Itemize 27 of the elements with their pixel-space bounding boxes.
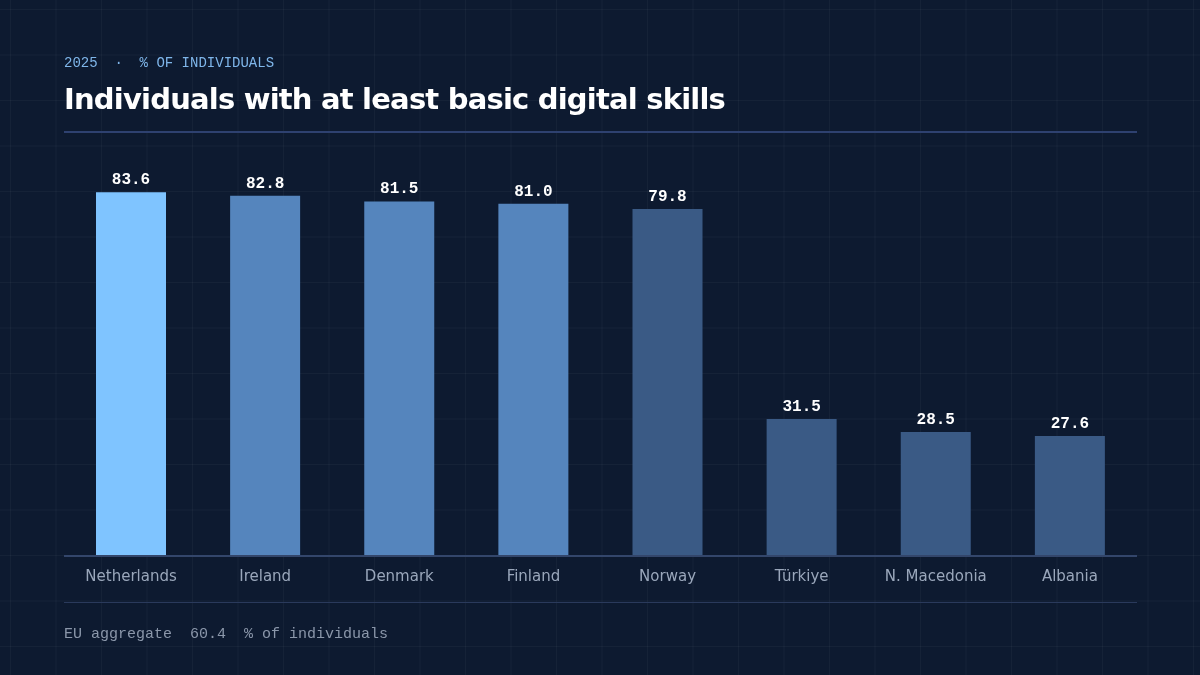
data-label: 82.8 bbox=[245, 174, 285, 193]
x-tick-label: Norway bbox=[639, 566, 697, 585]
x-tick-label: Albania bbox=[1041, 566, 1098, 585]
x-tick-label: Türkiye bbox=[773, 566, 829, 585]
bar bbox=[96, 192, 166, 556]
x-tick-label: Ireland bbox=[239, 566, 292, 585]
x-tick-label: Denmark bbox=[364, 566, 435, 585]
text: EU aggregate 60.4 % of individuals bbox=[64, 626, 389, 643]
bar bbox=[498, 203, 569, 556]
bar bbox=[230, 195, 301, 556]
data-label: 31.5 bbox=[782, 397, 821, 416]
data-label: 27.6 bbox=[1050, 414, 1090, 433]
x-tick-label: Netherlands bbox=[85, 566, 177, 585]
chart-title: Individuals with at least basic digital skills bbox=[64, 82, 726, 116]
bar bbox=[1034, 435, 1105, 556]
bar bbox=[632, 208, 703, 556]
data-label: 81.0 bbox=[514, 182, 553, 201]
data-label: 81.5 bbox=[380, 180, 419, 199]
bar bbox=[766, 418, 837, 556]
bar bbox=[900, 432, 971, 556]
chart-subtitle: 2025 · % OF INDIVIDUALS bbox=[64, 55, 275, 71]
data-label: 28.5 bbox=[916, 411, 955, 430]
bar bbox=[364, 201, 435, 556]
x-tick-label: N. Macedonia bbox=[884, 566, 987, 585]
data-label: 79.8 bbox=[648, 187, 687, 206]
data-label: 83.6 bbox=[111, 171, 151, 190]
x-tick-label: Finland bbox=[506, 566, 561, 585]
